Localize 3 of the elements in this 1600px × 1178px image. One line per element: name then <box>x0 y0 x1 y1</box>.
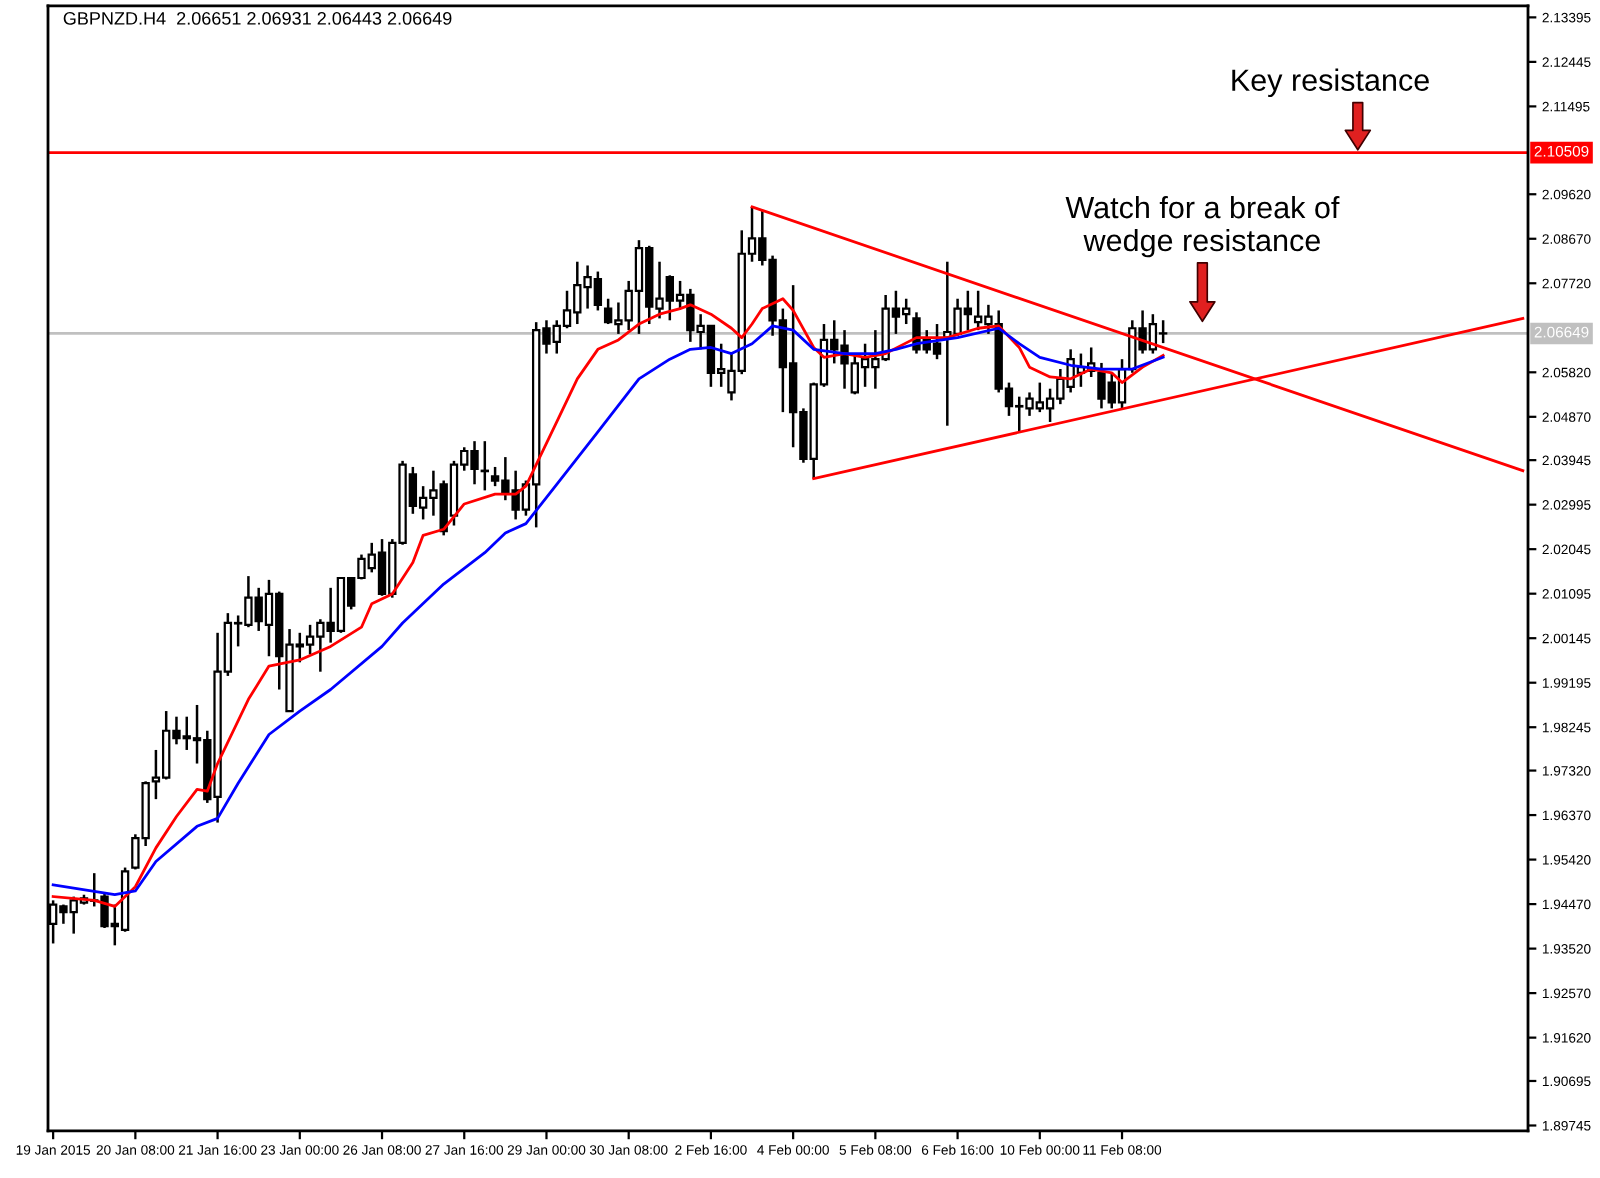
annotation: Watch for a break of wedge resistance <box>1065 195 1340 258</box>
chart-title: GBPNZD.H4 2.06651 2.06931 2.06443 2.06649 <box>63 11 452 25</box>
annotation: Key resistance <box>1232 68 1429 98</box>
